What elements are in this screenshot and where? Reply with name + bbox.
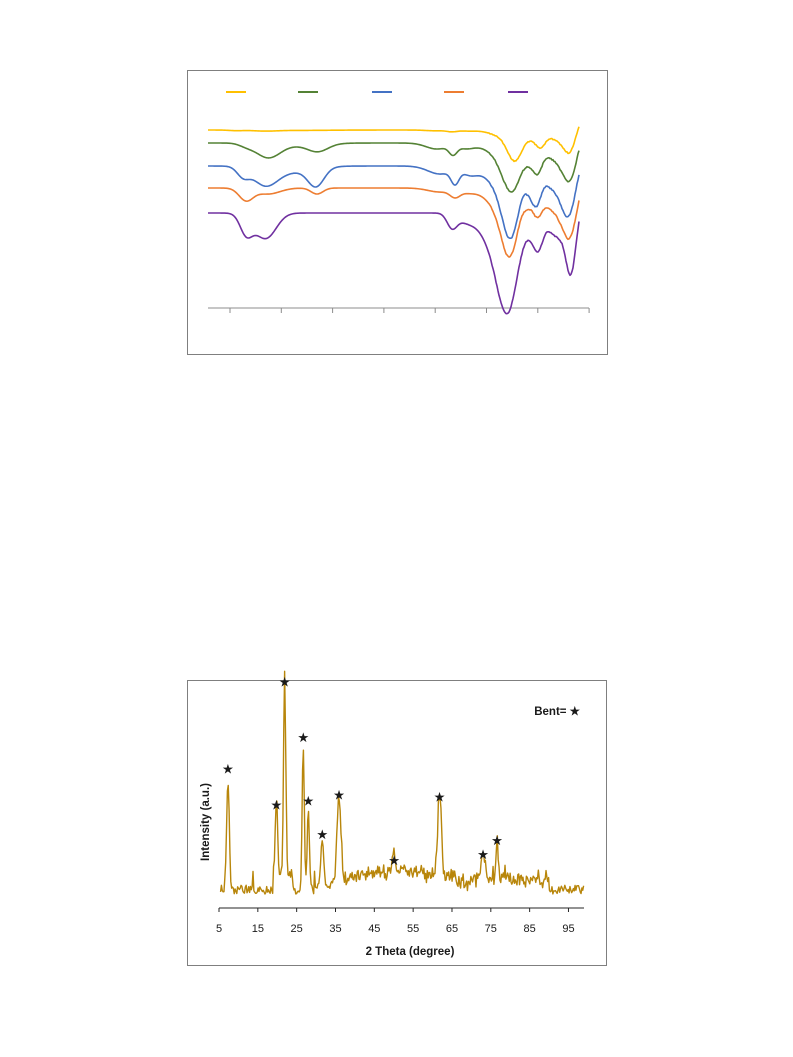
xrd-peak-marker: ★ <box>303 795 314 808</box>
xrd-x-tick-label: 55 <box>407 923 419 935</box>
xrd-x-axis-title: 2 Theta (degree) <box>366 946 455 958</box>
xrd-pattern-line <box>219 670 585 895</box>
xrd-x-tick-label: 85 <box>524 923 536 935</box>
xrd-x-tick-label: 25 <box>291 923 303 935</box>
xrd-y-axis-title: Intensity (a.u.) <box>200 783 212 861</box>
xrd-peak-marker: ★ <box>492 835 503 848</box>
xrd-x-tick-label: 5 <box>216 923 222 935</box>
ftir-series-line <box>208 187 580 258</box>
xrd-peak-marker: ★ <box>223 763 234 776</box>
xrd-x-tick-label: 95 <box>562 923 574 935</box>
xrd-x-tick-label: 35 <box>329 923 341 935</box>
xrd-peak-marker: ★ <box>298 732 309 745</box>
ftir-series-line <box>208 142 580 193</box>
xrd-x-tick-label: 45 <box>368 923 380 935</box>
xrd-peak-marker: ★ <box>334 789 345 802</box>
xrd-peak-marker: ★ <box>279 676 290 689</box>
ftir-chart <box>208 91 590 315</box>
xrd-peak-marker: ★ <box>434 791 445 804</box>
xrd-x-tick-label: 15 <box>252 923 264 935</box>
xrd-x-tick-label: 75 <box>485 923 497 935</box>
xrd-peak-marker: ★ <box>478 848 489 861</box>
xrd-peak-marker: ★ <box>271 799 282 812</box>
xrd-peak-marker: ★ <box>317 829 328 842</box>
ftir-series-line <box>208 165 580 240</box>
xrd-bent-annotation: Bent= ★ <box>534 705 580 718</box>
ftir-series-line <box>208 212 580 315</box>
ftir-series-line <box>208 126 580 163</box>
xrd-x-tick-label: 65 <box>446 923 458 935</box>
xrd-chart-frame <box>187 680 607 966</box>
xrd-peak-marker: ★ <box>389 854 400 867</box>
